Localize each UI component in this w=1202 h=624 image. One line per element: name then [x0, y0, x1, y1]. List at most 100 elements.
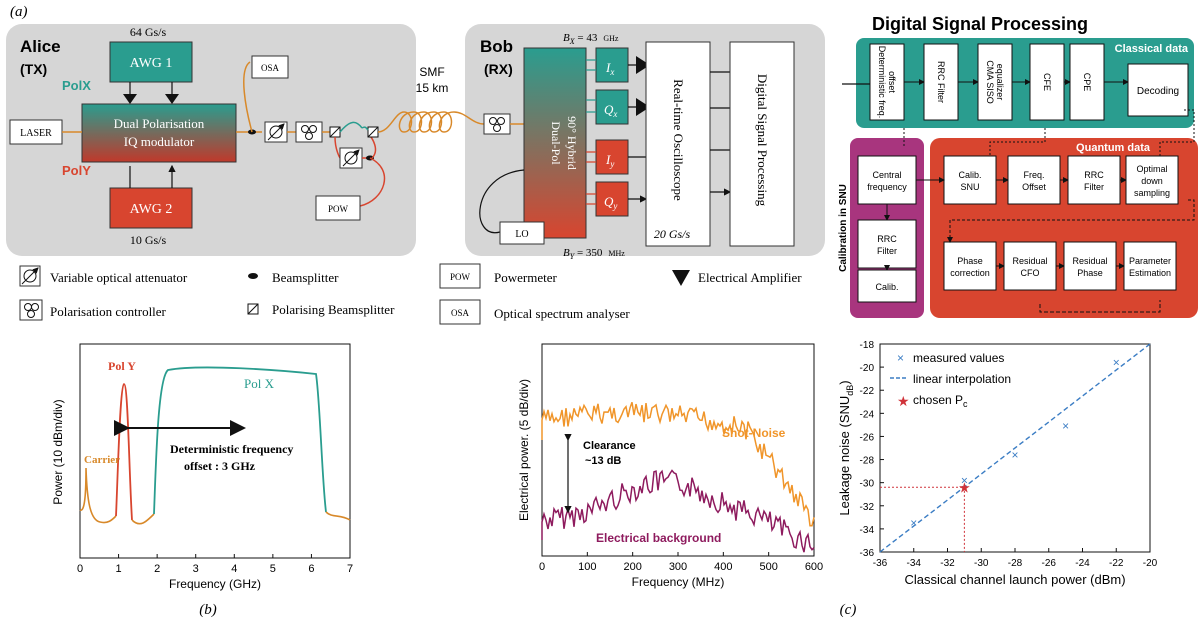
quantum-block-b-label-3: Estimation: [1129, 268, 1171, 278]
legend-osa-box: [439, 299, 481, 325]
spectrum-xtick: 0: [77, 563, 83, 575]
legend-osa-box-label: OSA: [451, 308, 470, 318]
noise-xtick: 200: [623, 561, 641, 573]
pow-label: POW: [328, 204, 349, 214]
dsp-block-label: Digital Signal Processing: [755, 74, 770, 207]
quantum-block-a-2: [1067, 155, 1121, 205]
legend-pbs-text: Polarising Beamsplitter: [272, 302, 395, 317]
legend: Variable optical attenuator Polarisation…: [19, 263, 802, 325]
poly-label: PolY: [62, 163, 91, 178]
osa-label: OSA: [261, 63, 280, 73]
leakage-ytick: -30: [860, 479, 875, 490]
chosen-point: ★: [958, 480, 971, 496]
hybrid-line1: Dual-Pol: [549, 121, 563, 165]
classical-block-2: [977, 43, 1013, 121]
spectrum-xtick: 6: [308, 563, 314, 575]
spectrum-xtick: 4: [231, 563, 237, 575]
leakage-ytick: -26: [860, 432, 875, 443]
leakage-xtick: -30: [974, 558, 989, 569]
legend-amp-text: Electrical Amplifier: [698, 270, 802, 285]
dsp-title: Digital Signal Processing: [872, 14, 1088, 34]
classical-block-label-2: CMA SISO: [985, 60, 995, 104]
noise-xtick: 400: [714, 561, 732, 573]
quantum-block-a-label-0: Calib.: [958, 170, 981, 180]
quantum-block-a-1: [1007, 155, 1061, 205]
quantum-block-a-label-3: Optimal: [1136, 164, 1167, 174]
leakage-xlabel: Classical channel launch power (dBm): [904, 572, 1125, 587]
classical-block-label-0: offset: [887, 71, 897, 93]
snu-block-label-0: Central: [872, 170, 901, 180]
decoding-label: Decoding: [1137, 86, 1179, 97]
spectrum-xtick: 2: [154, 563, 160, 575]
quantum-block-a-label-1: Freq.: [1023, 170, 1044, 180]
legend-bs-icon: [248, 273, 258, 279]
pow-box: [315, 195, 361, 221]
leakage-ylabel: Leakage noise (SNUdB): [837, 380, 855, 515]
lo-box: [499, 221, 545, 245]
legend-pow-text: Powermeter: [494, 270, 557, 285]
smf-coil: [377, 111, 485, 133]
quantum-blocks: Calib. SNU Freq. Offset RRC Filter Optimal down…: [916, 155, 1179, 291]
spectrum-xtick: 1: [116, 563, 122, 575]
classical-blocks: Deterministic freq. offset RRC Filter CMA S…: [869, 43, 1129, 121]
osa-box: [251, 55, 289, 79]
legend-chosen: chosen Pc: [913, 393, 968, 409]
snu-block-label-2: Calib.: [875, 282, 898, 292]
leakage-xtick: -22: [1109, 558, 1124, 569]
quantum-block-a-label-1: Offset: [1022, 182, 1046, 192]
background-label: Electrical background: [596, 531, 721, 545]
dsp-connectors: [903, 109, 1195, 156]
snu-blocks: Central frequency RRC Filter Calib.: [857, 155, 917, 303]
legend-x-marker: ×: [897, 351, 904, 365]
legend-osa-text: Optical spectrum analyser: [494, 306, 630, 321]
dual-pol-hybrid: [523, 47, 587, 239]
classical-block-label-1: RRC Filter: [936, 61, 946, 103]
carrier-annotation: Carrier: [84, 454, 120, 466]
electrical-background-trace: [541, 469, 815, 553]
chosen-guide-lines: [880, 486, 965, 552]
noise-xtick: 600: [805, 561, 823, 573]
dsp-block: [729, 41, 795, 247]
snu-block-label-1: RRC: [877, 234, 897, 244]
awg1-rate: 64 Gs/s: [130, 25, 167, 39]
oscilloscope-label: Real-time Oscilloscope: [671, 79, 686, 201]
quantum-block-b-2: [1063, 241, 1117, 291]
quantum-block-b-3: [1123, 241, 1177, 291]
leakage-xtick: -24: [1075, 558, 1090, 569]
leakage-xtick: -34: [907, 558, 922, 569]
awg1-label: AWG 1: [130, 56, 173, 71]
linear-interpolation-line: [879, 343, 1151, 553]
quantum-block-a-label-2: Filter: [1084, 182, 1104, 192]
quantum-block-a-label-3: sampling: [1134, 188, 1170, 198]
quantum-block-b-label-0: Phase: [957, 256, 983, 266]
measured-point: ×: [961, 481, 968, 495]
spectrum-xticks: 0 1 2 3 4 5 6 7: [77, 554, 353, 575]
measured-point: ×: [961, 473, 968, 487]
leakage-xtick: -20: [1143, 558, 1158, 569]
bob-title: Bob: [480, 37, 513, 56]
noise-xlabel: Frequency (MHz): [632, 575, 725, 589]
snu-label: Calibration in SNU: [838, 184, 849, 272]
hybrid-line2: 90° Hybrid: [565, 116, 579, 170]
leakage-ytick: -22: [860, 386, 875, 397]
snu-block-0: [857, 155, 917, 205]
leakage-ytick: -20: [860, 363, 875, 374]
lo-label: LO: [515, 229, 528, 240]
spectrum-frame: [79, 343, 351, 559]
iq-modulator: [81, 103, 237, 163]
smf-length: 15 km: [416, 81, 449, 95]
quantum-block-b-1: [1003, 241, 1057, 291]
quantum-block-b-label-1: CFO: [1021, 268, 1040, 278]
leakage-ytick: -24: [860, 409, 875, 420]
quantum-block-b-label-0: correction: [950, 268, 990, 278]
legend-voa-text: Variable optical attenuator: [50, 270, 188, 285]
measured-point: ×: [1011, 448, 1018, 462]
amplifier-icons-rx: [636, 56, 650, 116]
awg2-box: [109, 187, 193, 229]
quantum-block-b-label-1: Residual: [1012, 256, 1047, 266]
pol-x-annotation: Pol X: [244, 376, 275, 391]
legend-bs-text: Beamsplitter: [272, 270, 339, 285]
alice-title: Alice: [20, 37, 61, 56]
noise-ylabel: Electrical power. (5 dB/div): [517, 379, 531, 521]
